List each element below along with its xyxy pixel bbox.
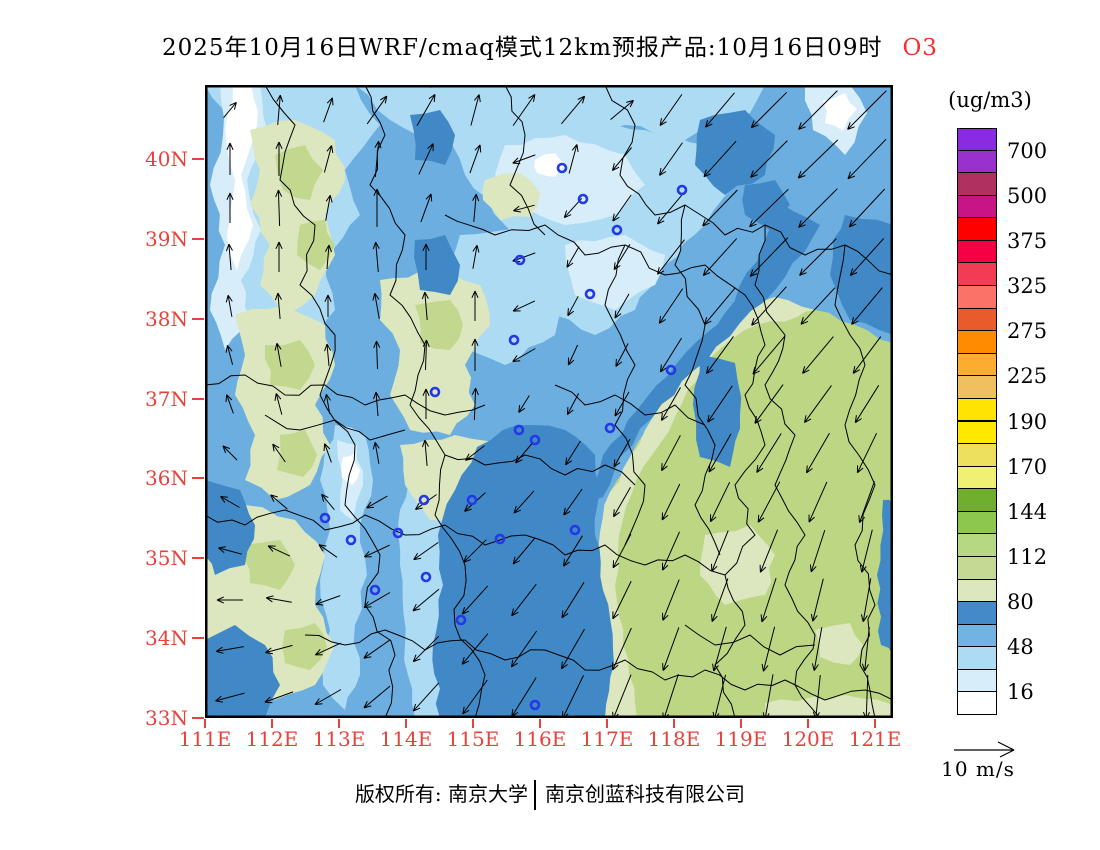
lat-label: 40N (145, 147, 188, 171)
lon-label: 119E (714, 727, 768, 751)
lon-tick (740, 719, 742, 728)
lat-label: 38N (145, 306, 188, 331)
colorbar-tick-label: 144 (1007, 499, 1048, 524)
lat-label: 33N (145, 706, 188, 731)
copyright-left: 版权所有: 南京大学 (354, 782, 529, 806)
lon-label: 117E (580, 727, 634, 751)
colorbar-tick-label: 325 (1007, 274, 1048, 299)
lon-label: 116E (513, 727, 567, 751)
lon-label: 121E (848, 727, 902, 751)
colorbar-tick-label: 170 (1007, 454, 1048, 479)
colorbar-cell (957, 330, 997, 354)
lon-label: 115E (446, 727, 500, 751)
colorbar-tick-label: 80 (1007, 590, 1034, 615)
lon-tick (338, 719, 340, 728)
pollutant-label: O3 (902, 35, 938, 61)
lat-tick (192, 637, 204, 640)
lat-tick (192, 477, 204, 480)
lon-tick (405, 719, 407, 728)
lon-tick (874, 719, 876, 728)
colorbar-cell (957, 128, 997, 152)
colorbar-cell (957, 194, 997, 219)
lon-label: 114E (379, 727, 433, 751)
forecast-map (202, 82, 896, 721)
colorbar-cell (957, 668, 997, 693)
colorbar-tick-label: 48 (1007, 635, 1034, 660)
wind-legend-label: 10 m/s (941, 757, 1015, 781)
lon-label: 118E (647, 727, 701, 751)
colorbar-cell (957, 262, 997, 287)
colorbar-cell (957, 510, 997, 535)
lat-tick (192, 158, 204, 160)
colorbar-cell (957, 172, 997, 196)
lat-label: 37N (145, 386, 188, 411)
colorbar-cell (957, 601, 997, 625)
lon-label: 112E (245, 727, 299, 751)
lon-tick (807, 719, 809, 728)
copyright-right: 南京创蓝科技有限公司 (545, 782, 746, 806)
page-title: 2025年10月16日WRF/cmaq模式12km预报产品:10月16日09时 (162, 35, 883, 61)
lon-label: 113E (312, 727, 366, 751)
colorbar-cell (957, 149, 997, 174)
lon-tick (271, 719, 273, 728)
lat-tick (192, 237, 204, 240)
wind-reference-arrow-icon (954, 741, 1015, 758)
colorbar-cell (957, 578, 997, 603)
lon-tick (204, 719, 206, 728)
colorbar-cell (957, 623, 997, 648)
lon-tick (606, 719, 608, 728)
colorbar-cell (957, 217, 997, 241)
colorbar-cell (957, 488, 997, 512)
footer-divider (534, 779, 537, 810)
colorbar-cell (957, 465, 997, 490)
lat-label: 34N (145, 626, 188, 651)
lat-tick (192, 557, 204, 560)
colorbar-cell (957, 691, 997, 715)
colorbar-tick-label: 375 (1007, 228, 1048, 253)
colorbar-tick-label: 190 (1007, 409, 1048, 434)
colorbar-cell (957, 375, 997, 399)
lon-tick (472, 719, 474, 728)
colorbar-cell (957, 555, 997, 580)
colorbar-cell (957, 646, 997, 670)
colorbar-tick-label: 700 (1007, 138, 1048, 163)
colorbar-tick-label: 275 (1007, 319, 1048, 344)
lon-label: 111E (178, 727, 232, 751)
colorbar-unit: (ug/m3) (948, 88, 1032, 112)
colorbar (957, 128, 997, 715)
colorbar-cell (957, 239, 997, 264)
lat-tick (192, 397, 204, 400)
colorbar-cell (957, 352, 997, 377)
colorbar-tick-label: 225 (1007, 364, 1048, 389)
lon-label: 120E (781, 727, 835, 751)
lat-label: 39N (145, 226, 188, 251)
colorbar-tick-label: 500 (1007, 183, 1048, 208)
colorbar-cell (957, 307, 997, 332)
map-frame (202, 82, 896, 721)
lon-tick (539, 719, 541, 728)
title-line: 2025年10月16日WRF/cmaq模式12km预报产品:10月16日09时 O… (0, 28, 1100, 62)
colorbar-cell (957, 420, 997, 445)
colorbar-cell (957, 533, 997, 557)
map-border (205, 85, 893, 718)
lat-tick (192, 317, 204, 320)
colorbar-tick-label: 112 (1007, 544, 1048, 569)
lon-tick (673, 719, 675, 728)
city-markers (319, 162, 688, 711)
colorbar-tick-label: 16 (1007, 680, 1034, 705)
lat-tick (192, 717, 204, 720)
colorbar-cell (957, 397, 997, 422)
lat-label: 36N (145, 466, 188, 491)
copyright-footer: 版权所有: 南京大学 南京创蓝科技有限公司 (0, 778, 1100, 811)
colorbar-cell (957, 443, 997, 467)
lat-label: 35N (145, 546, 188, 571)
colorbar-cell (957, 285, 997, 309)
